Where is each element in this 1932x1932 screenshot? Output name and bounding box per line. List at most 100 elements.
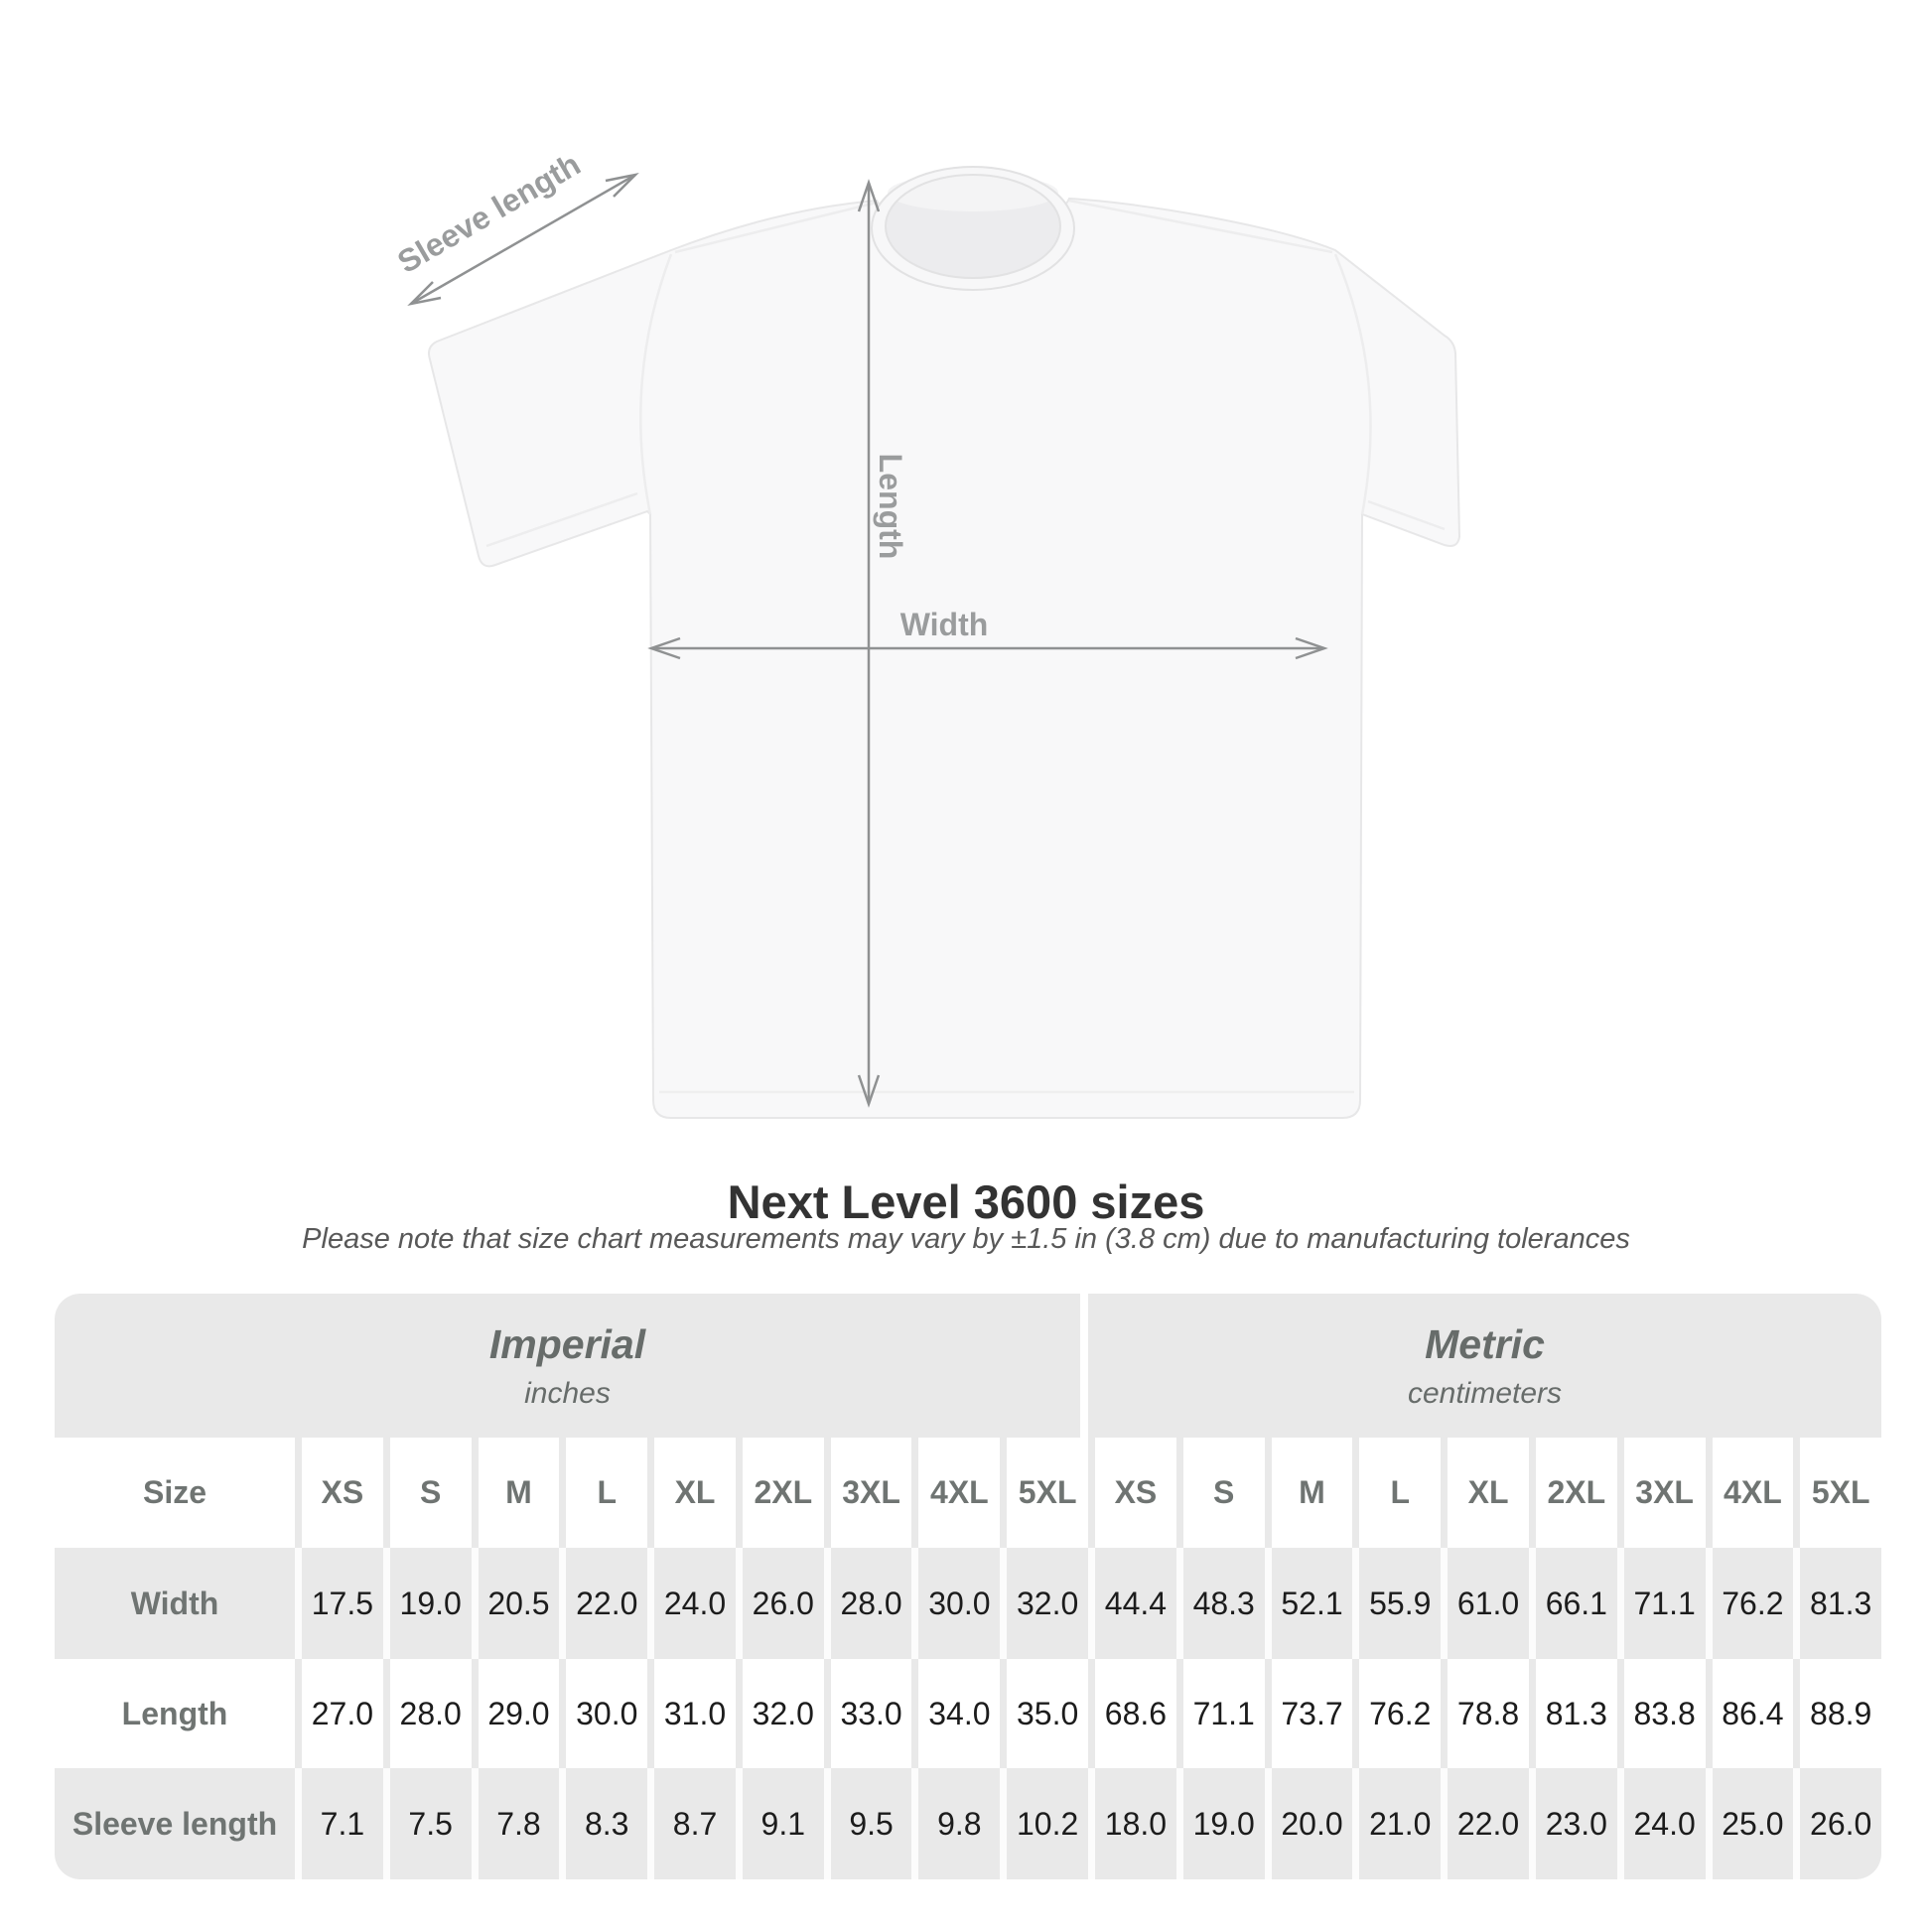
table-cell: 88.9 — [1793, 1659, 1881, 1768]
table-cell: 2XL — [735, 1438, 824, 1548]
size-header-cells: XS S M L XL 2XL 3XL 4XL 5XL XS S M L XL 2XL 3XL 4XL 5XL — [295, 1438, 1881, 1548]
table-cell: 71.1 — [1616, 1548, 1706, 1659]
table-cell: 22.0 — [559, 1548, 647, 1659]
table-cell: 25.0 — [1705, 1768, 1794, 1879]
table-row-width: Width 17.5 19.0 20.5 22.0 24.0 26.0 28.0 30.0 32… — [55, 1548, 1881, 1659]
table-cell: 32.0 — [1000, 1548, 1088, 1659]
table-cell: 23.0 — [1528, 1768, 1617, 1879]
seam-line-shoulder-left — [674, 201, 878, 254]
table-cell: 17.5 — [295, 1548, 383, 1659]
sleeve-length-arrow-line — [410, 173, 636, 306]
table-cell: 81.3 — [1528, 1659, 1617, 1768]
seam-line-shoulder-right — [1068, 199, 1333, 254]
seam-line-armhole-right — [1333, 253, 1372, 515]
tshirt-collar-back — [888, 174, 1058, 211]
table-cell: 32.0 — [735, 1659, 824, 1768]
table-cell: S — [382, 1438, 472, 1548]
size-header-label: Size — [142, 1474, 207, 1510]
tolerance-note: Please note that size chart measurements… — [302, 1223, 1630, 1255]
table-cell: 19.0 — [382, 1548, 472, 1659]
size-table: Imperial inches Metric centimeters Size … — [55, 1294, 1881, 1879]
sleeve-length-row-cells: 7.1 7.5 7.8 8.3 8.7 9.1 9.5 9.8 10.2 18.0 19.0 20.0… — [295, 1768, 1881, 1879]
length-row-cells: 27.0 28.0 29.0 30.0 31.0 32.0 33.0 34.0 35.0 68.6… — [295, 1659, 1881, 1768]
table-cell: 7.1 — [295, 1768, 383, 1879]
table-cell: 24.0 — [647, 1548, 736, 1659]
table-cell: 7.8 — [471, 1768, 560, 1879]
table-cell: 28.0 — [382, 1659, 472, 1768]
table-cell: 9.8 — [911, 1768, 1000, 1879]
metric-unit: centimeters — [1407, 1376, 1563, 1410]
table-cell: 3XL — [1616, 1438, 1706, 1548]
table-cell: 26.0 — [1793, 1768, 1881, 1879]
table-cell: 33.0 — [823, 1659, 912, 1768]
row-label-sleeve-length: Sleeve length — [71, 1805, 278, 1842]
row-label-length: Length — [121, 1695, 228, 1731]
table-cell: XS — [295, 1438, 383, 1548]
table-cell: 55.9 — [1352, 1548, 1441, 1659]
table-cell: 73.7 — [1264, 1659, 1353, 1768]
imperial-unit: inches — [524, 1376, 611, 1410]
table-row-sleeve-length: Sleeve length 7.1 7.5 7.8 8.3 8.7 9.1 9.5 9.8 10… — [55, 1768, 1881, 1879]
table-cell: 9.5 — [823, 1768, 912, 1879]
table-cell: 78.8 — [1441, 1659, 1529, 1768]
seam-line-sleeve-right — [1367, 499, 1446, 531]
table-cell: 21.0 — [1352, 1768, 1441, 1879]
table-cell: 19.0 — [1175, 1768, 1265, 1879]
table-cell: 27.0 — [295, 1659, 383, 1768]
table-cell: 8.3 — [559, 1768, 647, 1879]
table-cell: 76.2 — [1705, 1548, 1794, 1659]
table-cell: 76.2 — [1352, 1659, 1441, 1768]
sleeve-length-arrow-head-start — [407, 281, 442, 307]
width-arrow-head-right — [1295, 636, 1328, 660]
table-cell: 83.8 — [1616, 1659, 1706, 1768]
tshirt-collar — [870, 166, 1076, 291]
table-cell: 48.3 — [1175, 1548, 1265, 1659]
table-cell: 71.1 — [1175, 1659, 1265, 1768]
table-cell: 20.0 — [1264, 1768, 1353, 1879]
metric-header: Metric centimeters — [1088, 1294, 1881, 1438]
width-row-cells: 17.5 19.0 20.5 22.0 24.0 26.0 28.0 30.0 32.0 44.4… — [295, 1548, 1881, 1659]
table-cell: S — [1175, 1438, 1265, 1548]
table-cell: 28.0 — [823, 1548, 912, 1659]
unit-header-band: Imperial inches Metric centimeters — [55, 1294, 1881, 1438]
sleeve-length-arrow-head-end — [605, 172, 639, 198]
table-cell: 5XL — [1793, 1438, 1881, 1548]
table-cell: 22.0 — [1441, 1768, 1529, 1879]
imperial-title: Imperial — [488, 1320, 646, 1367]
table-cell: 5XL — [1000, 1438, 1088, 1548]
tshirt-graphic — [428, 197, 1461, 1119]
table-cell: XL — [647, 1438, 736, 1548]
table-cell: 9.1 — [735, 1768, 824, 1879]
table-cell: 8.7 — [647, 1768, 736, 1879]
seam-line-armhole-left — [639, 253, 673, 515]
table-cell: XL — [1441, 1438, 1529, 1548]
table-cell: 30.0 — [559, 1659, 647, 1768]
table-cell: 10.2 — [1000, 1768, 1088, 1879]
table-cell: 4XL — [911, 1438, 1000, 1548]
table-cell: L — [1352, 1438, 1441, 1548]
table-cell: 20.5 — [471, 1548, 560, 1659]
page-title: Next Level 3600 sizes — [727, 1175, 1205, 1228]
table-cell: 31.0 — [647, 1659, 736, 1768]
seam-line-sleeve-left — [485, 491, 638, 548]
table-row-length: Length 27.0 28.0 29.0 30.0 31.0 32.0 33.0 34.0 3… — [55, 1659, 1881, 1768]
table-cell: 4XL — [1705, 1438, 1794, 1548]
table-cell: XS — [1088, 1438, 1176, 1548]
table-cell: 86.4 — [1705, 1659, 1794, 1768]
tshirt-diagram: Length Width Sleeve length — [391, 146, 1461, 1119]
table-cell: 34.0 — [911, 1659, 1000, 1768]
table-cell: 35.0 — [1000, 1659, 1088, 1768]
table-cell: 29.0 — [471, 1659, 560, 1768]
table-cell: 3XL — [823, 1438, 912, 1548]
length-label: Length — [873, 454, 908, 560]
table-cell: L — [559, 1438, 647, 1548]
row-label-width: Width — [130, 1585, 219, 1621]
table-cell: 52.1 — [1264, 1548, 1353, 1659]
table-cell: 24.0 — [1616, 1768, 1706, 1879]
imperial-header: Imperial inches — [55, 1294, 1080, 1438]
table-cell: 2XL — [1528, 1438, 1617, 1548]
table-cell: 7.5 — [382, 1768, 472, 1879]
table-cell: 66.1 — [1528, 1548, 1617, 1659]
metric-title: Metric — [1425, 1320, 1545, 1367]
